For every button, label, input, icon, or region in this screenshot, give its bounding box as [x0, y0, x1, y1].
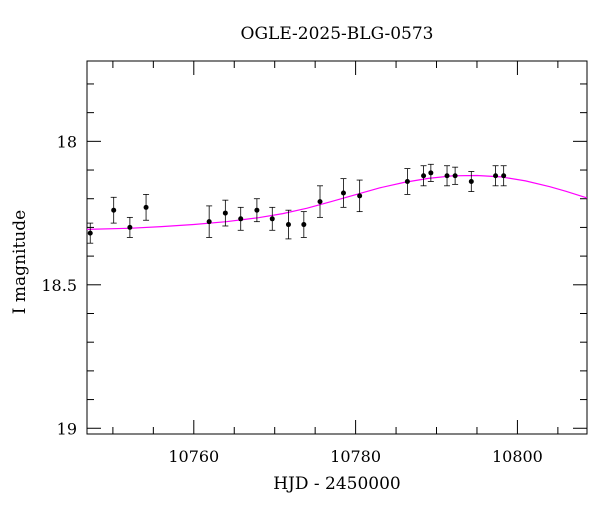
plot-frame [86, 60, 588, 435]
data-point [127, 224, 133, 230]
data-point [254, 207, 260, 213]
data-point [493, 173, 499, 179]
y-tick-label: 19 [57, 419, 77, 438]
y-tick-label: 18.5 [41, 276, 77, 295]
data-point [269, 216, 275, 222]
data-point [340, 190, 346, 196]
x-tick-label: 10760 [168, 447, 219, 466]
x-tick-label: 10800 [492, 447, 543, 466]
y-axis-label: I magnitude [10, 209, 30, 315]
data-point [452, 173, 458, 179]
data-point [143, 204, 149, 210]
data-point [357, 193, 363, 199]
data-point [468, 179, 474, 185]
data-point [301, 222, 307, 228]
chart-title: OGLE-2025-BLG-0573 [240, 24, 434, 44]
data-point [404, 179, 410, 185]
x-axis-label: HJD - 2450000 [273, 474, 401, 494]
data-point [87, 230, 93, 236]
axis-ticks [87, 61, 587, 434]
axis-tick-labels: 10760 10780 10800 18 18.5 19 [41, 132, 542, 466]
data-point [444, 173, 450, 179]
data-point [501, 173, 507, 179]
model-curve [86, 174, 588, 230]
data-point [421, 173, 427, 179]
data-point [222, 210, 228, 216]
data-point [317, 199, 323, 205]
data-points [87, 163, 507, 244]
x-tick-label: 10780 [330, 447, 381, 466]
data-point [238, 216, 244, 222]
data-point [111, 207, 117, 213]
data-point [428, 170, 434, 176]
y-tick-label: 18 [57, 132, 77, 151]
data-point [206, 219, 212, 225]
data-point [285, 222, 291, 228]
